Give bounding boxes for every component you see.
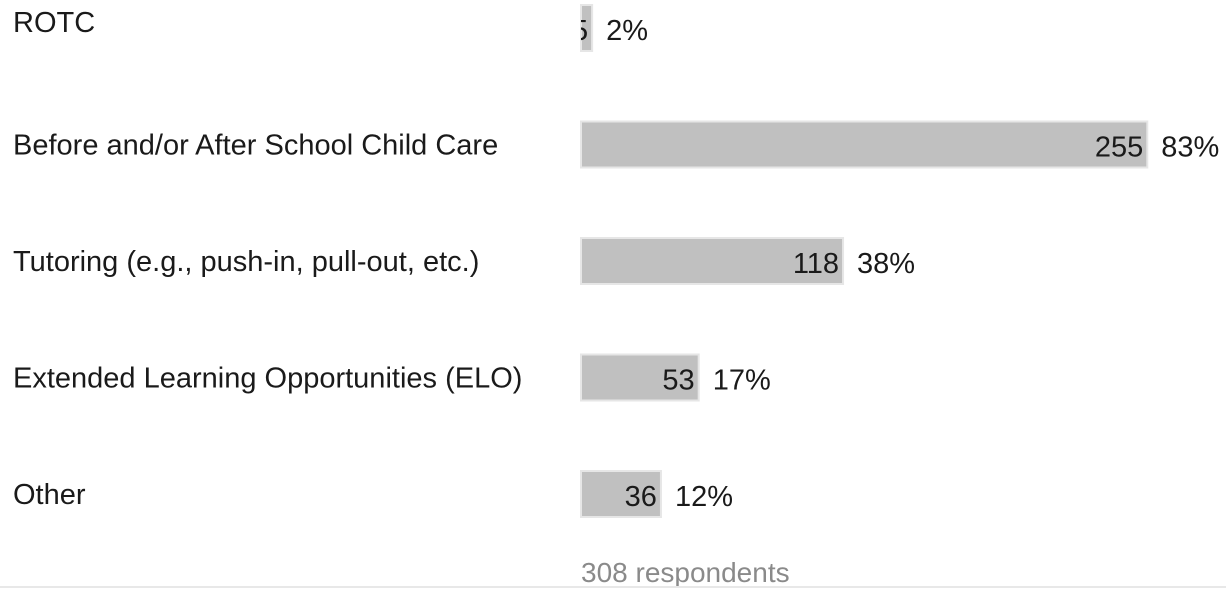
bar-percent-label: 12% bbox=[675, 481, 733, 513]
bar-value-label: 53 bbox=[662, 365, 694, 397]
bar-row: Other 36 12% bbox=[13, 470, 733, 518]
category-label: Tutoring (e.g., push-in, pull-out, etc.) bbox=[13, 246, 479, 278]
bar bbox=[580, 470, 662, 518]
bar-row: Tutoring (e.g., push-in, pull-out, etc.)… bbox=[13, 237, 915, 285]
bar bbox=[580, 120, 1149, 169]
bottom-divider bbox=[0, 586, 1226, 588]
bar-value-label: 5 bbox=[572, 15, 588, 47]
category-label: Other bbox=[13, 479, 86, 511]
bar bbox=[580, 237, 845, 285]
bar bbox=[580, 353, 700, 402]
bars-layer: ROTC 5 2% Before and/or After School Child … bbox=[13, 4, 1219, 518]
bar-value-label: 255 bbox=[1095, 132, 1143, 164]
category-label: Before and/or After School Child Care bbox=[13, 130, 498, 162]
bar-value-label: 36 bbox=[625, 481, 657, 513]
category-label: Extended Learning Opportunities (ELO) bbox=[13, 363, 522, 395]
bar-row: ROTC 5 2% bbox=[13, 4, 648, 52]
bar-percent-label: 17% bbox=[713, 365, 771, 397]
bar-row: Extended Learning Opportunities (ELO) 53 1… bbox=[13, 353, 771, 402]
bar-percent-label: 83% bbox=[1161, 132, 1219, 164]
bar-row: Before and/or After School Child Care 255… bbox=[13, 120, 1219, 169]
bar bbox=[580, 4, 594, 52]
category-label: ROTC bbox=[13, 7, 95, 39]
bar-percent-label: 38% bbox=[857, 248, 915, 280]
bar-value-label: 118 bbox=[793, 248, 839, 280]
respondents-footer: 308 respondents bbox=[581, 557, 790, 588]
bar-percent-label: 2% bbox=[606, 15, 648, 47]
